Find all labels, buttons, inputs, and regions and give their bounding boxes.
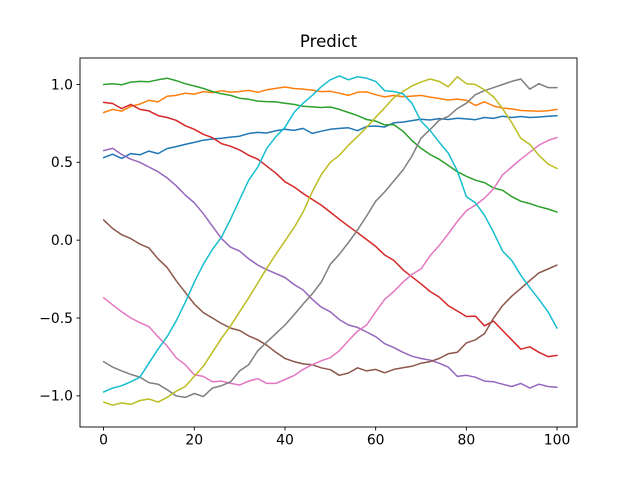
series-line-series-5-purple — [102, 147, 558, 389]
series-line-series-10-cyan — [102, 75, 558, 393]
y-tick-label: −1.0 — [39, 389, 73, 405]
series-line-series-9-olive — [102, 75, 558, 406]
series-line-series-6-brown — [102, 219, 558, 377]
chart-title: Predict — [300, 32, 358, 51]
series-line-series-7-pink — [102, 136, 558, 386]
series-lines — [102, 75, 558, 406]
x-tick-label: 60 — [367, 433, 385, 449]
x-tick-label: 40 — [276, 433, 294, 449]
y-tick-label: 0.0 — [51, 233, 73, 249]
x-tick-label: 20 — [185, 433, 203, 449]
y-tick-label: 0.5 — [51, 155, 73, 171]
series-line-series-8-gray — [102, 78, 558, 399]
y-tick-label: −0.5 — [39, 311, 73, 327]
series-line-series-4-red — [102, 101, 558, 358]
y-axis: 1.0 0.5 0.0 −0.5 −1.0 — [39, 77, 80, 405]
x-tick-label: 0 — [99, 433, 108, 449]
series-line-series-2-orange — [102, 86, 558, 114]
x-axis: 0 20 40 60 80 100 — [99, 427, 570, 449]
y-tick-label: 1.0 — [51, 77, 73, 93]
series-line-series-3-green — [102, 77, 558, 213]
x-tick-label: 80 — [458, 433, 476, 449]
series-line-series-1-blue — [102, 115, 558, 160]
plot-area — [79, 57, 578, 428]
x-tick-label: 100 — [544, 433, 571, 449]
